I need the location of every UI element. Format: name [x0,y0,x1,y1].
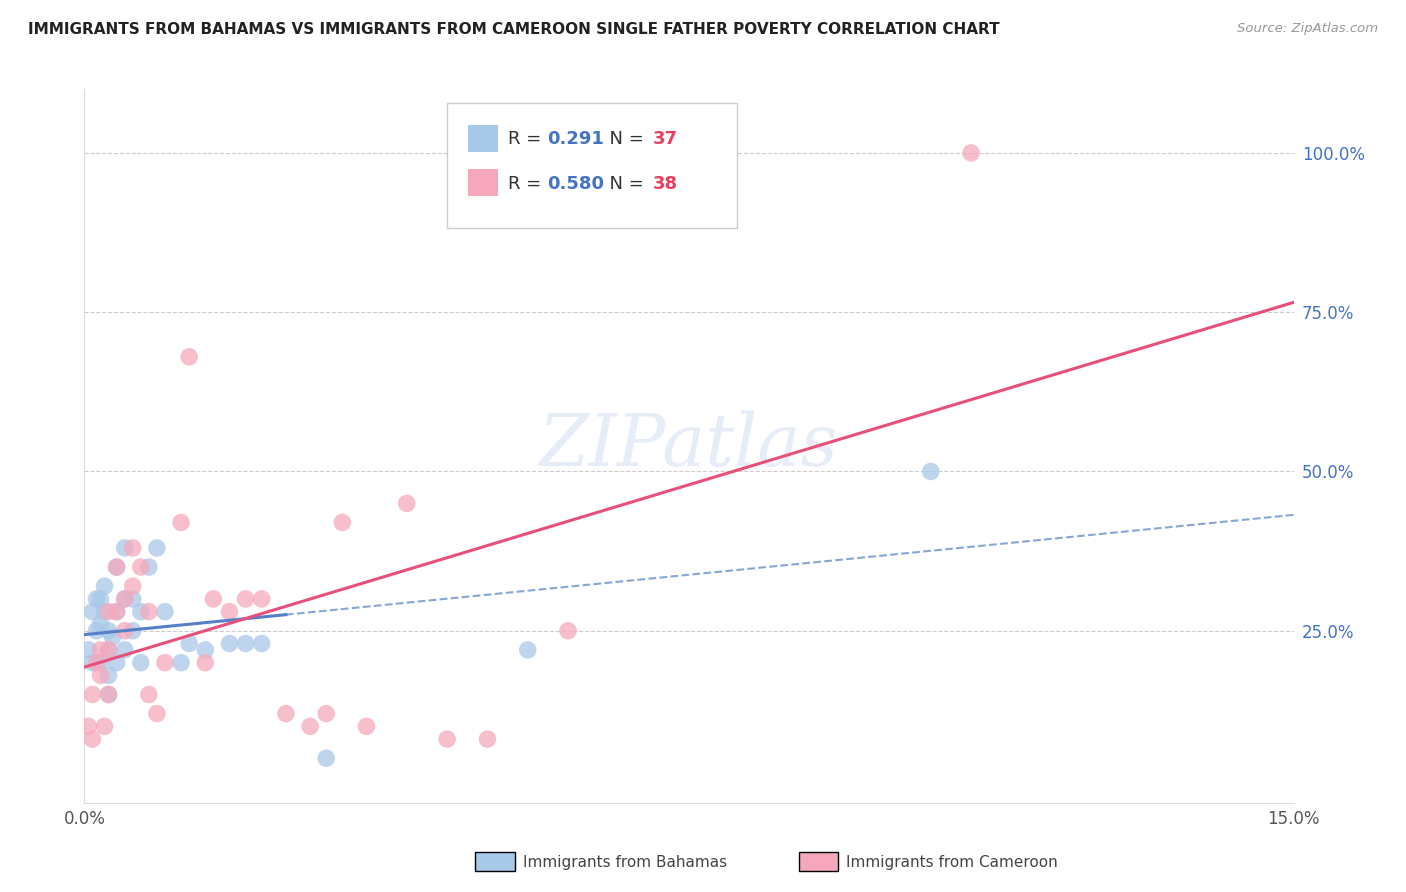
Point [121,591,143,606]
Text: R =: R = [508,175,547,193]
Point [129,560,152,574]
Point [121,579,143,593]
Point [86,656,108,670]
Text: N =: N = [599,130,650,148]
Point [235,591,257,606]
Point [121,541,143,555]
Text: ZIPatlas: ZIPatlas [538,410,839,482]
Text: Immigrants from Cameroon: Immigrants from Cameroon [846,855,1059,870]
Point [105,560,128,574]
Point [138,560,160,574]
Point [97,605,120,619]
Point [194,656,217,670]
Point [97,643,120,657]
Point [121,624,143,638]
Point [218,605,240,619]
Point [105,656,128,670]
Point [82,732,104,747]
Point [129,656,152,670]
Point [129,605,152,619]
Point [105,605,128,619]
Point [557,624,579,638]
Point [114,591,136,606]
Point [77,643,100,657]
Point [138,688,160,702]
Point [114,541,136,555]
Point [250,636,273,650]
Point [202,591,225,606]
Point [436,732,458,747]
Point [920,465,942,479]
Point [315,751,337,765]
Point [146,706,169,721]
Point [93,579,115,593]
Text: Source: ZipAtlas.com: Source: ZipAtlas.com [1237,22,1378,36]
Point [235,636,257,650]
Point [356,719,378,733]
Point [299,719,322,733]
Point [146,541,169,555]
Point [97,688,120,702]
Point [330,516,353,530]
Point [315,706,337,721]
Point [194,643,217,657]
Point [86,591,108,606]
Point [97,688,120,702]
Point [101,630,124,644]
Point [77,719,100,733]
FancyBboxPatch shape [468,125,498,152]
Point [250,591,273,606]
Point [170,516,193,530]
Point [395,496,418,510]
Point [82,656,104,670]
Text: 37: 37 [652,130,678,148]
Point [218,636,240,650]
Point [93,719,115,733]
Text: 38: 38 [652,175,678,193]
Text: 0.291: 0.291 [547,130,605,148]
Point [89,617,111,632]
Text: R =: R = [508,130,547,148]
Point [153,605,176,619]
Point [105,560,128,574]
Point [97,668,120,682]
Point [114,591,136,606]
Point [960,145,983,160]
Text: N =: N = [599,175,650,193]
Text: IMMIGRANTS FROM BAHAMAS VS IMMIGRANTS FROM CAMEROON SINGLE FATHER POVERTY CORREL: IMMIGRANTS FROM BAHAMAS VS IMMIGRANTS FR… [28,22,1000,37]
Point [170,656,193,670]
Point [97,624,120,638]
Point [477,732,499,747]
Point [89,668,111,682]
Point [93,605,115,619]
Point [274,706,297,721]
Point [89,591,111,606]
FancyBboxPatch shape [468,169,498,196]
Point [138,605,160,619]
Point [89,656,111,670]
Point [179,636,201,650]
Point [179,350,201,364]
Point [82,688,104,702]
Point [114,643,136,657]
Text: 0.580: 0.580 [547,175,605,193]
Point [516,643,538,657]
Point [97,643,120,657]
Point [89,643,111,657]
Text: Immigrants from Bahamas: Immigrants from Bahamas [523,855,727,870]
Point [153,656,176,670]
Point [82,605,104,619]
Point [86,624,108,638]
Point [114,624,136,638]
FancyBboxPatch shape [447,103,737,228]
Point [105,605,128,619]
